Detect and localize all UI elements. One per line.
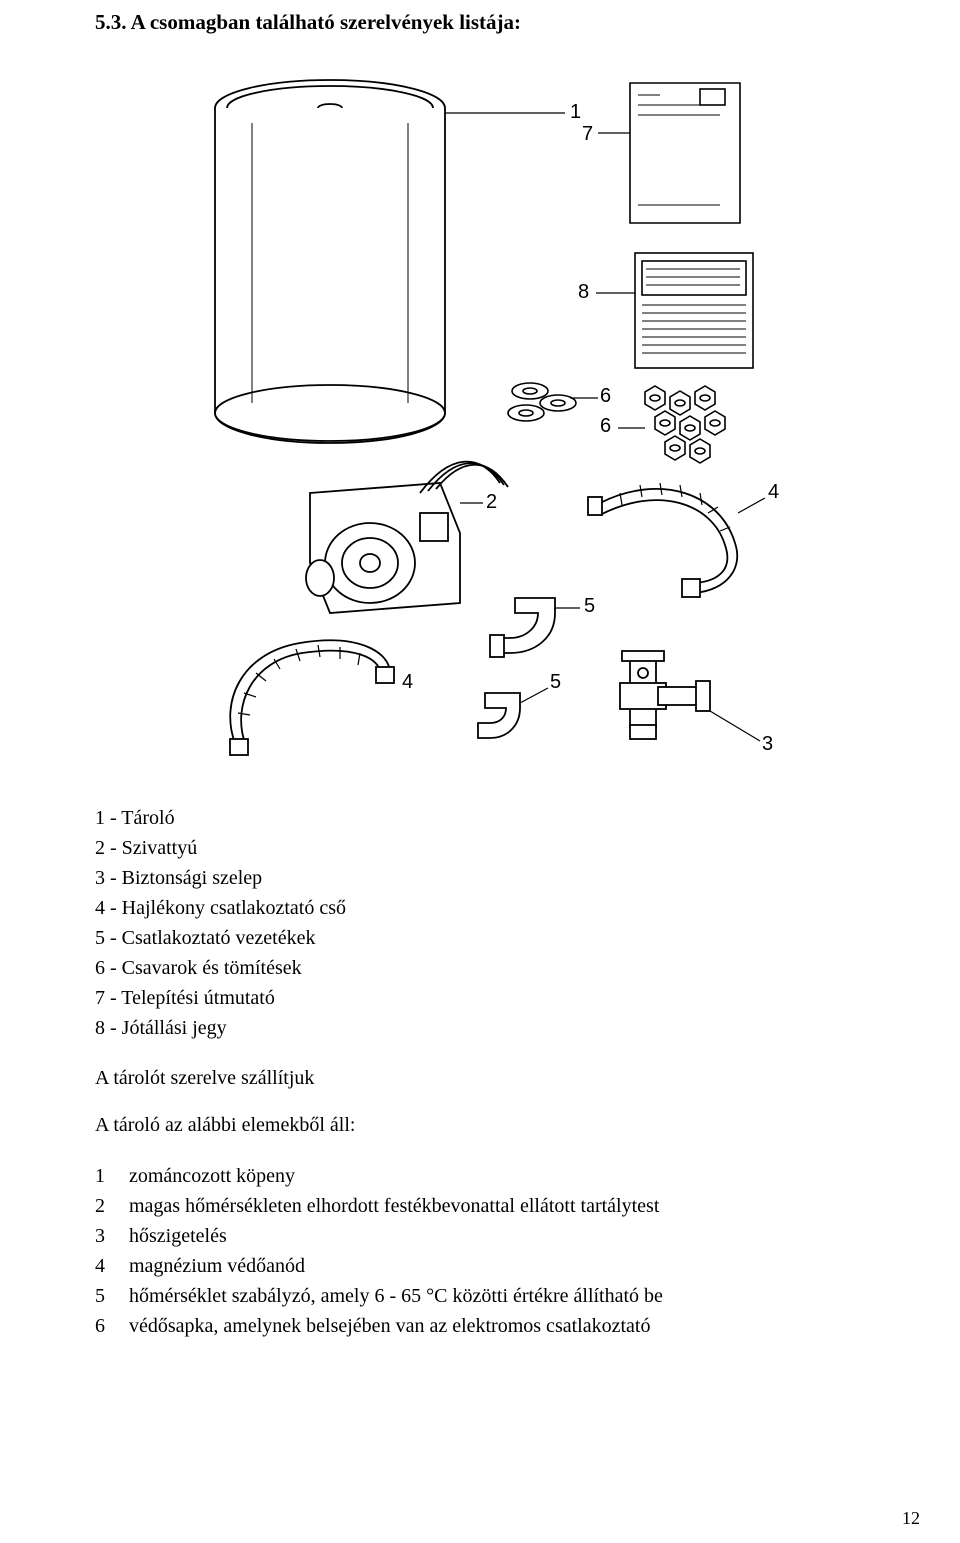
paragraph-assembled: A tárolót szerelve szállítjuk — [95, 1067, 865, 1090]
list2-item: 5hőmérséklet szabályzó, amely 6 - 65 °C … — [95, 1281, 865, 1311]
section-heading: 5.3. A csomagban található szerelvények … — [95, 10, 865, 35]
list1-item: 6 - Csavarok és tömítések — [95, 953, 865, 983]
callout-8: 8 — [578, 281, 589, 304]
callout-6b: 6 — [600, 415, 611, 438]
list1-item: 8 - Jótállási jegy — [95, 1013, 865, 1043]
list1-item: 1 - Tároló — [95, 803, 865, 833]
list1-item: 5 - Csatlakoztató vezetékek — [95, 923, 865, 953]
list2-item: 6védősapka, amelynek belsejében van az e… — [95, 1311, 865, 1341]
callout-7: 7 — [582, 123, 593, 146]
list1-item: 2 - Szivattyú — [95, 833, 865, 863]
list1-item: 4 - Hajlékony csatlakoztató cső — [95, 893, 865, 923]
page-number: 12 — [902, 1508, 920, 1529]
callout-6a: 6 — [600, 385, 611, 408]
callout-3: 3 — [762, 733, 773, 756]
list1-item: 7 - Telepítési útmutató — [95, 983, 865, 1013]
list2-item: 2magas hőmérsékleten elhordott festékbev… — [95, 1191, 865, 1221]
callout-1: 1 — [570, 101, 581, 124]
package-contents-list: 1 - Tároló 2 - Szivattyú 3 - Biztonsági … — [95, 803, 865, 1043]
list2-item: 4magnézium védőanód — [95, 1251, 865, 1281]
parts-diagram: 1 7 8 6 6 2 4 5 4 5 3 — [160, 53, 800, 773]
callout-5a: 5 — [584, 595, 595, 618]
callout-4b: 4 — [402, 671, 413, 694]
callout-5b: 5 — [550, 671, 561, 694]
tank-elements-list: 1zománcozott köpeny 2magas hőmérsékleten… — [95, 1161, 865, 1341]
paragraph-consists-of: A tároló az alábbi elemekből áll: — [95, 1114, 865, 1137]
callout-2: 2 — [486, 491, 497, 514]
list2-item: 1zománcozott köpeny — [95, 1161, 865, 1191]
parts-diagram-svg — [160, 53, 800, 773]
list2-item: 3hőszigetelés — [95, 1221, 865, 1251]
callout-4a: 4 — [768, 481, 779, 504]
list1-item: 3 - Biztonsági szelep — [95, 863, 865, 893]
